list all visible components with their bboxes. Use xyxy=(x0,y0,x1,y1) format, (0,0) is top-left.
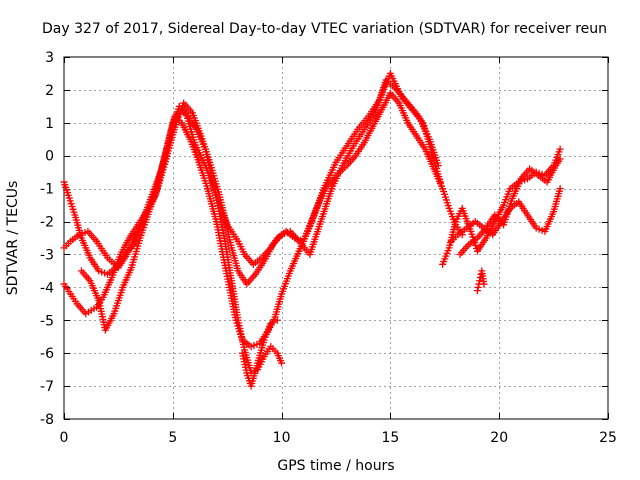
data-point xyxy=(434,162,442,170)
y-tick-label: -6 xyxy=(40,346,54,362)
series-track-i xyxy=(473,267,488,295)
data-point xyxy=(480,280,488,288)
data-point xyxy=(556,145,564,153)
x-tick-label: 5 xyxy=(168,430,177,446)
series-track-b xyxy=(60,89,466,351)
series-track-h xyxy=(456,155,564,258)
axis-ticks: 0 5 10 15 20 25 -8 -7 -6 -5 -4 -3 -2 -1 0 1 2 3 xyxy=(40,50,617,446)
data-marks xyxy=(60,69,564,390)
y-tick-label: -7 xyxy=(40,379,54,395)
series-track-e xyxy=(238,316,281,390)
data-point xyxy=(278,359,286,367)
data-point xyxy=(267,320,275,328)
y-tick-label: -3 xyxy=(40,247,54,263)
y-axis-label: SDTVAR / TECUs xyxy=(5,181,21,296)
y-tick-label: 2 xyxy=(45,83,54,99)
x-tick-label: 0 xyxy=(60,430,69,446)
y-tick-label: 0 xyxy=(45,149,54,165)
plot-border xyxy=(63,56,609,420)
series-track-f xyxy=(439,145,564,268)
x-tick-label: 15 xyxy=(381,430,399,446)
y-tick-label: -2 xyxy=(40,215,54,231)
y-tick-label: -4 xyxy=(40,280,54,296)
x-tick-label: 25 xyxy=(599,430,617,446)
y-tick-label: -8 xyxy=(40,412,54,428)
data-point xyxy=(474,283,482,291)
data-point xyxy=(273,316,281,324)
y-tick-label: -1 xyxy=(40,182,54,198)
data-point xyxy=(556,155,564,163)
y-tick-label: -5 xyxy=(40,313,54,329)
grid xyxy=(64,57,608,419)
x-tick-label: 20 xyxy=(490,430,508,446)
data-point xyxy=(270,318,278,326)
x-tick-label: 10 xyxy=(273,430,291,446)
x-axis-label: GPS time / hours xyxy=(277,458,394,474)
y-tick-label: 1 xyxy=(45,116,54,132)
series-track-d xyxy=(77,106,286,377)
chart-title: Day 327 of 2017, Sidereal Day-to-day VTE… xyxy=(42,21,607,37)
y-tick-label: 3 xyxy=(45,50,54,66)
data-point xyxy=(473,287,481,295)
data-point xyxy=(556,185,564,193)
